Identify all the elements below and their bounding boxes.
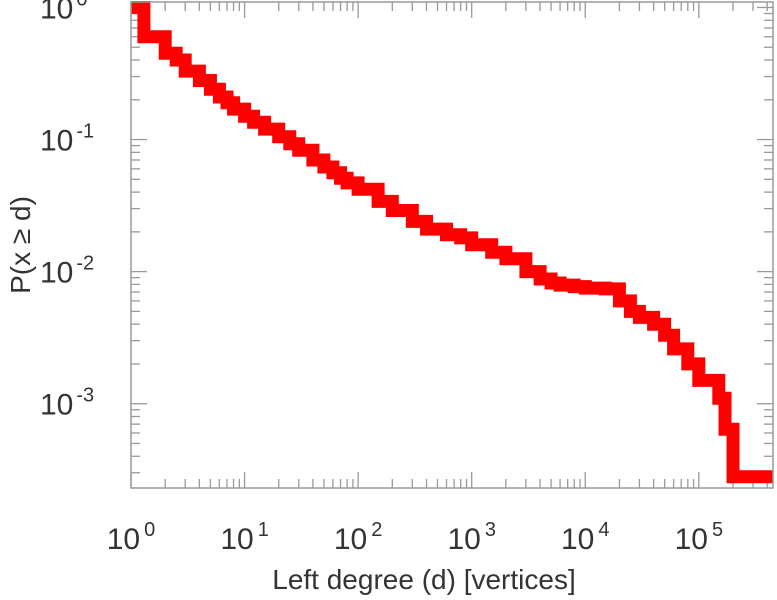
- y-axis-title: P(x ≥ d): [5, 196, 36, 294]
- x-tick-label: 10 1: [220, 519, 269, 556]
- x-tick-label: 10 5: [675, 519, 724, 556]
- y-tick-label: 10 -3: [40, 385, 94, 422]
- series-layer: [131, 1, 773, 484]
- y-tick-label: 10 -2: [40, 253, 94, 290]
- series-line: [131, 1, 773, 484]
- plot-frame: [130, 1, 774, 489]
- x-tick-label: 10 0: [107, 519, 156, 556]
- x-tick-label: 10 2: [334, 519, 383, 556]
- x-axis-title: Left degree (d) [vertices]: [272, 564, 575, 595]
- y-tick-label: 10 -1: [40, 121, 94, 158]
- tick-labels: 100 101 102 103 104 105 100 10-1 10-2 10-3: [40, 0, 723, 556]
- y-tick-label: 100: [40, 0, 88, 25]
- x-tick-label: 10 3: [447, 519, 496, 556]
- x-tick-label: 10 4: [561, 519, 610, 556]
- tick-marks: [130, 2, 773, 488]
